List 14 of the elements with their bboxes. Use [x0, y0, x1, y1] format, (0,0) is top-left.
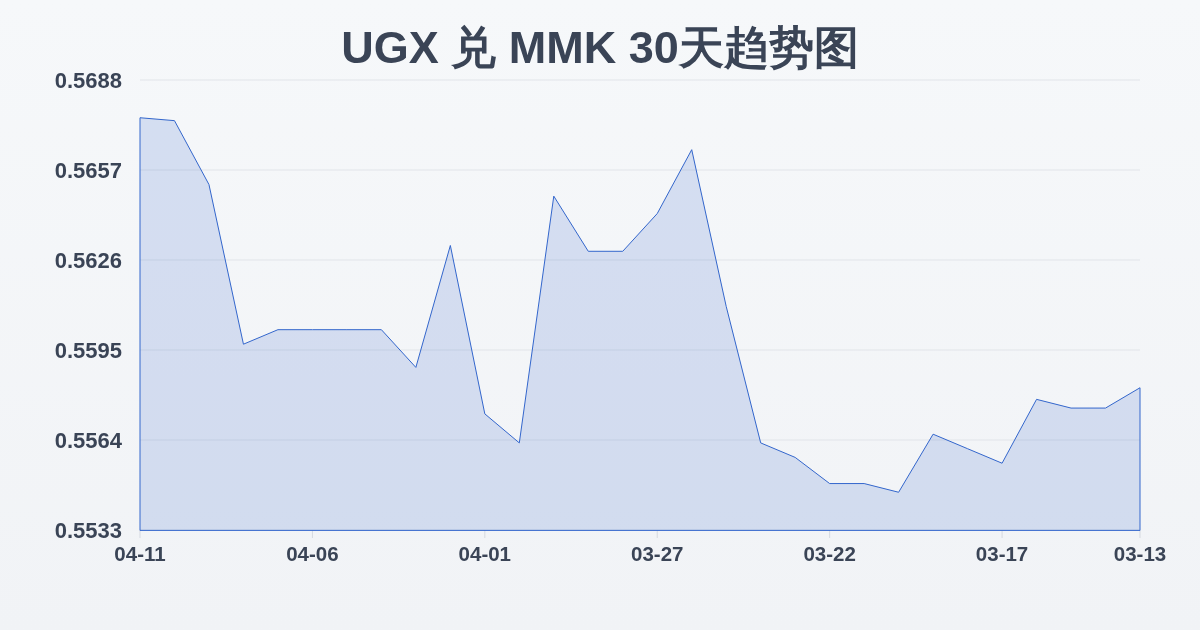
x-tick-label: 03-22 — [803, 542, 856, 565]
y-tick-label: 0.5657 — [54, 157, 122, 183]
x-tick-label: 04-01 — [458, 542, 512, 565]
y-tick-label: 0.5595 — [54, 337, 122, 363]
y-tick-label: 0.5688 — [54, 67, 122, 93]
x-tick-label: 03-27 — [631, 542, 684, 565]
y-tick-label: 0.5533 — [54, 517, 122, 543]
x-tick-label: 03-13 — [1113, 542, 1167, 565]
x-tick-label: 03-17 — [975, 542, 1029, 565]
x-tick-label: 04-06 — [286, 542, 339, 565]
y-tick-label: 0.5564 — [54, 427, 123, 453]
x-tick-label: 04-11 — [114, 542, 166, 565]
y-tick-label: 0.5626 — [54, 247, 122, 273]
title: UGX 兑 MMK 30天趋势图 — [341, 22, 859, 73]
